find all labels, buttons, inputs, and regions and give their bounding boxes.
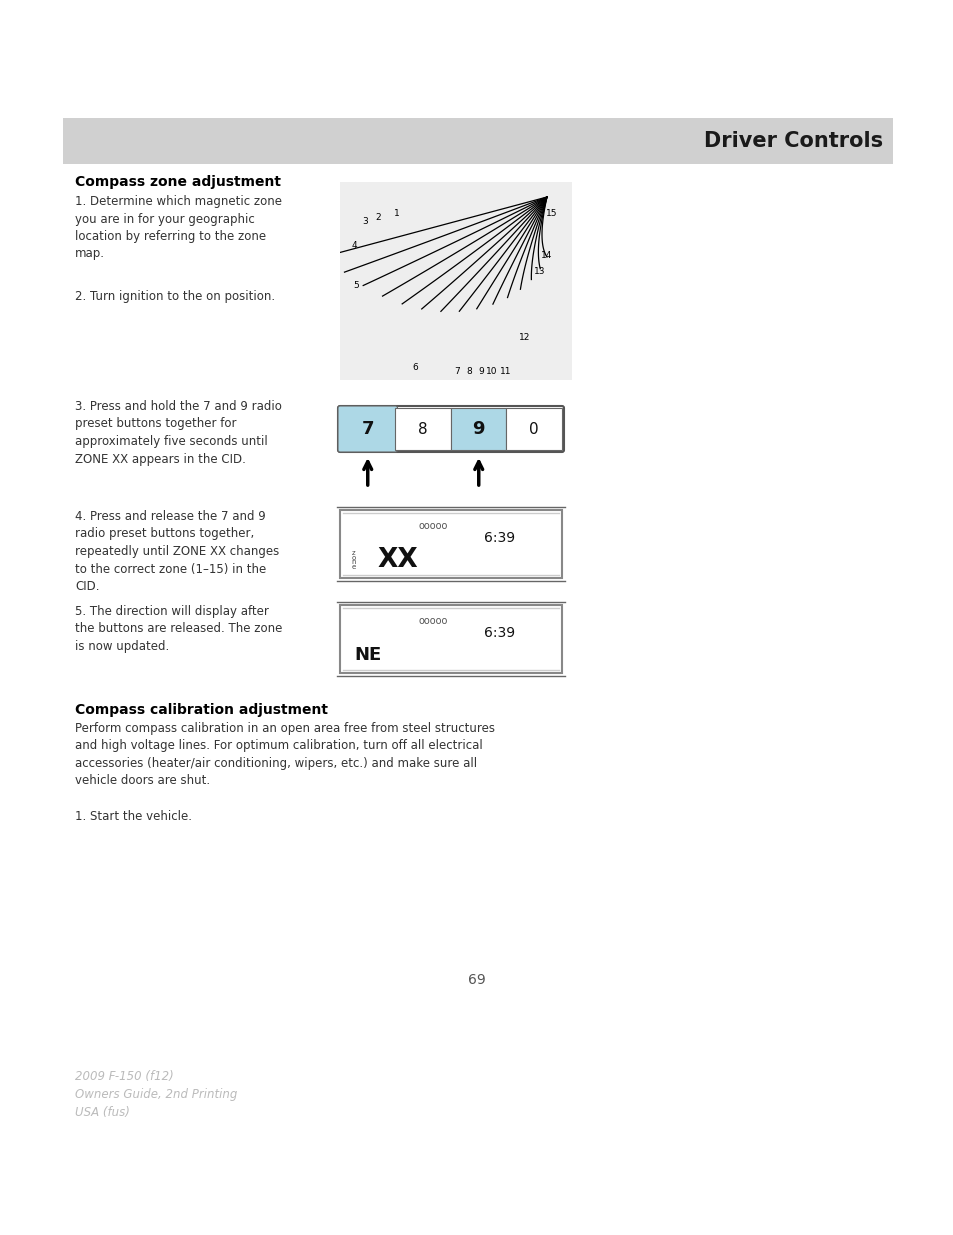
Text: 11: 11 xyxy=(499,368,511,377)
Text: 6:39: 6:39 xyxy=(484,531,515,545)
FancyBboxPatch shape xyxy=(337,406,397,452)
Text: 7: 7 xyxy=(454,368,459,377)
Text: 4. Press and release the 7 and 9
radio preset buttons together,
repeatedly until: 4. Press and release the 7 and 9 radio p… xyxy=(75,510,279,593)
Bar xyxy=(506,408,561,450)
Text: 7: 7 xyxy=(361,420,374,438)
Text: z
o
n
e: z o n e xyxy=(352,550,355,571)
Text: 9: 9 xyxy=(477,368,483,377)
Text: 8: 8 xyxy=(418,421,428,436)
Text: 2. Turn ignition to the on position.: 2. Turn ignition to the on position. xyxy=(75,290,274,303)
Text: 6: 6 xyxy=(412,363,417,373)
FancyBboxPatch shape xyxy=(339,510,561,578)
Text: 12: 12 xyxy=(518,333,530,342)
Text: ooooo: ooooo xyxy=(418,521,448,531)
Text: NE: NE xyxy=(354,646,381,664)
Text: ooooo: ooooo xyxy=(418,616,448,626)
Text: 15: 15 xyxy=(546,209,558,217)
Text: 3: 3 xyxy=(362,217,368,226)
Text: 13: 13 xyxy=(534,268,545,277)
Bar xyxy=(63,119,892,164)
Text: 1. Determine which magnetic zone
you are in for your geographic
location by refe: 1. Determine which magnetic zone you are… xyxy=(75,195,282,261)
Text: Driver Controls: Driver Controls xyxy=(703,131,882,151)
Text: 0: 0 xyxy=(529,421,538,436)
Text: 5. The direction will display after
the buttons are released. The zone
is now up: 5. The direction will display after the … xyxy=(75,605,282,653)
FancyBboxPatch shape xyxy=(337,406,563,452)
Text: 6:39: 6:39 xyxy=(484,626,515,640)
Text: 69: 69 xyxy=(468,973,485,987)
Text: 9: 9 xyxy=(472,420,484,438)
Text: USA (fus): USA (fus) xyxy=(75,1107,130,1119)
Text: 14: 14 xyxy=(540,252,552,261)
Text: 1: 1 xyxy=(394,210,399,219)
Text: 1. Start the vehicle.: 1. Start the vehicle. xyxy=(75,810,192,823)
FancyArrowPatch shape xyxy=(475,462,482,485)
Text: Compass zone adjustment: Compass zone adjustment xyxy=(75,175,281,189)
Text: 2: 2 xyxy=(375,214,380,222)
Text: 3. Press and hold the 7 and 9 radio
preset buttons together for
approximately fi: 3. Press and hold the 7 and 9 radio pres… xyxy=(75,400,281,466)
Bar xyxy=(339,182,572,380)
Text: Owners Guide, 2nd Printing: Owners Guide, 2nd Printing xyxy=(75,1088,237,1100)
Bar xyxy=(395,408,451,450)
FancyBboxPatch shape xyxy=(339,605,561,673)
Text: Compass calibration adjustment: Compass calibration adjustment xyxy=(75,703,328,718)
Text: Perform compass calibration in an open area free from steel structures
and high : Perform compass calibration in an open a… xyxy=(75,722,495,788)
FancyArrowPatch shape xyxy=(363,462,372,485)
Text: 2009 F-150 (f12): 2009 F-150 (f12) xyxy=(75,1070,173,1083)
Text: 5: 5 xyxy=(353,280,358,289)
Text: 4: 4 xyxy=(351,241,356,249)
Text: XX: XX xyxy=(377,547,418,573)
Text: 10: 10 xyxy=(486,368,497,377)
Text: 8: 8 xyxy=(466,368,472,377)
Bar xyxy=(451,408,506,450)
